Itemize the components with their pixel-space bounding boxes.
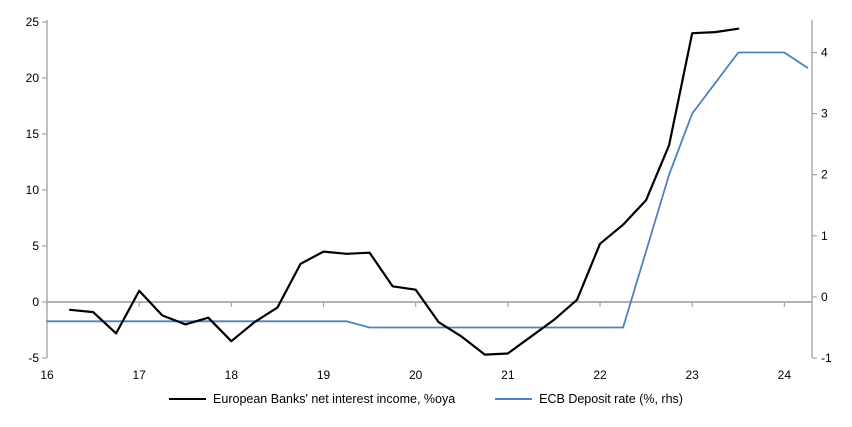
right-axis-tick-label: 0	[821, 290, 828, 304]
legend: European Banks' net interest income, %oy…	[0, 392, 852, 406]
right-axis-tick-label: -1	[821, 351, 832, 365]
nii-legend-label: European Banks' net interest income, %oy…	[213, 392, 456, 406]
nii-line-swatch	[169, 398, 207, 400]
legend-item-deposit-rate: ECB Deposit rate (%, rhs)	[495, 392, 683, 406]
deposit-rate-legend-label: ECB Deposit rate (%, rhs)	[539, 392, 683, 406]
x-axis-tick-label: 21	[501, 368, 515, 382]
right-axis-tick-label: 3	[821, 107, 828, 121]
left-axis-tick-label: 5	[32, 239, 39, 253]
left-axis-tick-label: 15	[26, 127, 40, 141]
x-axis-tick-label: 22	[593, 368, 607, 382]
right-axis-tick-label: 2	[821, 168, 828, 182]
ecb-deposit-rate-line	[46, 51, 809, 329]
deposit-rate-line-swatch	[495, 398, 533, 400]
x-axis-tick-label: 16	[40, 368, 54, 382]
x-axis-tick-label: 19	[317, 368, 331, 382]
european-banks-nii-line	[68, 27, 740, 356]
x-axis-tick-label: 23	[686, 368, 700, 382]
right-axis-tick-label: 1	[821, 229, 828, 243]
x-axis-tick-label: 18	[225, 368, 239, 382]
left-axis-tick-label: 0	[32, 295, 39, 309]
x-axis-tick-label: 17	[132, 368, 146, 382]
right-axis-tick-label: 4	[821, 46, 828, 60]
left-axis-tick-label: -5	[28, 351, 39, 365]
left-axis-tick-label: 25	[26, 15, 40, 29]
x-axis-tick-label: 24	[778, 368, 792, 382]
left-axis-tick-label: 20	[26, 71, 40, 85]
x-axis-tick-label: 20	[409, 368, 423, 382]
legend-item-nii: European Banks' net interest income, %oy…	[169, 392, 455, 406]
left-axis-tick-label: 10	[26, 183, 40, 197]
